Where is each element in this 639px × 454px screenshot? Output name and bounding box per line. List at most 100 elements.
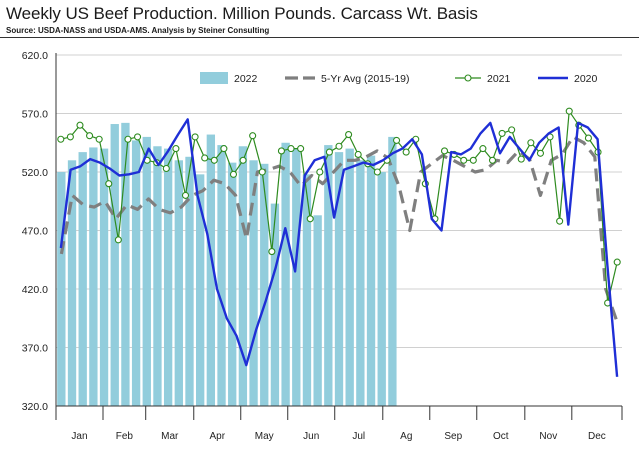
legend-label: 2021: [487, 73, 511, 85]
point-2021: [613, 258, 621, 266]
point-2021: [402, 148, 410, 156]
title-divider: [0, 37, 639, 38]
point-2021: [181, 191, 190, 199]
point-2021: [76, 121, 84, 129]
bar-2022: [388, 136, 397, 406]
point-2021: [527, 139, 535, 147]
point-2021: [229, 170, 238, 178]
point-2021: [105, 180, 113, 188]
bar-2022: [334, 152, 344, 406]
point-2021: [277, 147, 285, 155]
bar-2022: [302, 174, 312, 406]
bar-2022: [78, 152, 87, 406]
x-tick-label: Jun: [303, 431, 319, 442]
bar-2022: [356, 160, 365, 406]
x-tick-label: Apr: [209, 431, 225, 442]
legend-label: 2020: [574, 73, 598, 85]
point-2021: [517, 155, 525, 163]
point-2021: [201, 154, 209, 162]
bar-2022: [260, 163, 269, 406]
legend-marker-2021: [464, 74, 472, 82]
point-2021: [249, 132, 257, 140]
point-2021: [440, 147, 449, 155]
point-2021: [460, 156, 468, 164]
y-tick-label: 620.0: [22, 50, 48, 62]
x-tick-label: Dec: [588, 431, 606, 442]
x-tick-label: May: [255, 431, 274, 442]
point-2021: [66, 133, 74, 141]
bar-2022: [206, 134, 216, 406]
line-2020: [59, 118, 619, 377]
x-tick-label: Ag: [400, 431, 412, 442]
point-2021: [86, 132, 94, 140]
point-2021: [133, 133, 142, 141]
bar-2022: [196, 174, 205, 406]
bar-2022: [110, 124, 119, 406]
y-tick-label: 370.0: [22, 343, 48, 355]
x-tick-label: Sep: [444, 431, 462, 442]
bar-2022: [228, 162, 237, 406]
legend-label: 5-Yr Avg (2015-19): [321, 73, 410, 85]
bar-2022: [121, 122, 130, 407]
point-2021: [556, 217, 564, 225]
series-lines: [57, 107, 621, 377]
y-tick-label: 570.0: [22, 109, 48, 121]
bar-2022: [238, 146, 248, 406]
bar-2022: [57, 172, 66, 406]
legend-label: 2022: [234, 73, 258, 85]
bar-2022: [366, 155, 376, 406]
point-2021: [191, 133, 199, 141]
chart-source: Source: USDA-NASS and USDA-AMS. Analysis…: [6, 26, 270, 35]
bar-2022: [292, 148, 301, 406]
point-2021: [498, 129, 506, 137]
x-tick-label: Jan: [71, 431, 87, 442]
bar-2022: [185, 156, 194, 406]
bar-2022: [89, 147, 98, 406]
x-tick-label: Jul: [352, 431, 365, 442]
bar-2022: [249, 160, 258, 406]
bars-2022: [57, 122, 397, 407]
point-2021: [220, 145, 228, 153]
x-axis-ticks: Jan Feb Mar Apr May Jun Jul Ag Sep Oct Nov Dec: [71, 431, 605, 442]
bar-2022: [174, 160, 183, 406]
point-2021: [565, 107, 573, 115]
point-2021: [124, 135, 132, 143]
legend: 2022 5-Yr Avg (2015-19) 2021 2020: [200, 72, 598, 85]
point-2021: [306, 215, 314, 223]
x-tick-label: Feb: [116, 431, 134, 442]
point-2021: [114, 236, 122, 244]
bar-2022: [142, 136, 151, 406]
bar-2022: [131, 140, 141, 406]
point-2021: [469, 156, 477, 164]
bar-2022: [67, 160, 77, 406]
x-tick-label: Mar: [161, 431, 179, 442]
point-2021: [393, 136, 401, 144]
point-2021: [536, 149, 545, 157]
y-tick-label: 470.0: [22, 226, 48, 238]
chart-title: Weekly US Beef Production. Million Pound…: [6, 4, 478, 23]
point-2021: [335, 142, 343, 150]
point-2021: [325, 148, 333, 156]
bar-2022: [163, 148, 173, 406]
x-tick-label: Nov: [539, 431, 557, 442]
point-2021: [345, 131, 353, 139]
bar-2022: [153, 146, 162, 406]
point-2021: [95, 135, 103, 143]
y-tick-label: 320.0: [22, 401, 48, 413]
bar-2022: [217, 145, 226, 406]
point-2021: [354, 150, 362, 158]
bar-2022: [377, 172, 386, 406]
point-2021: [239, 156, 247, 164]
point-2021: [172, 145, 180, 153]
point-2021: [479, 145, 487, 153]
y-axis-ticks: 320.0 370.0 420.0 470.0 520.0 570.0 620.0: [22, 50, 48, 413]
point-2021: [373, 168, 381, 176]
point-2021: [508, 126, 516, 134]
point-2021: [287, 145, 295, 153]
point-2021: [162, 164, 170, 173]
bar-2022: [281, 142, 290, 406]
point-2021: [268, 248, 276, 256]
x-tick-label: Oct: [493, 431, 509, 442]
point-2021: [258, 168, 266, 176]
